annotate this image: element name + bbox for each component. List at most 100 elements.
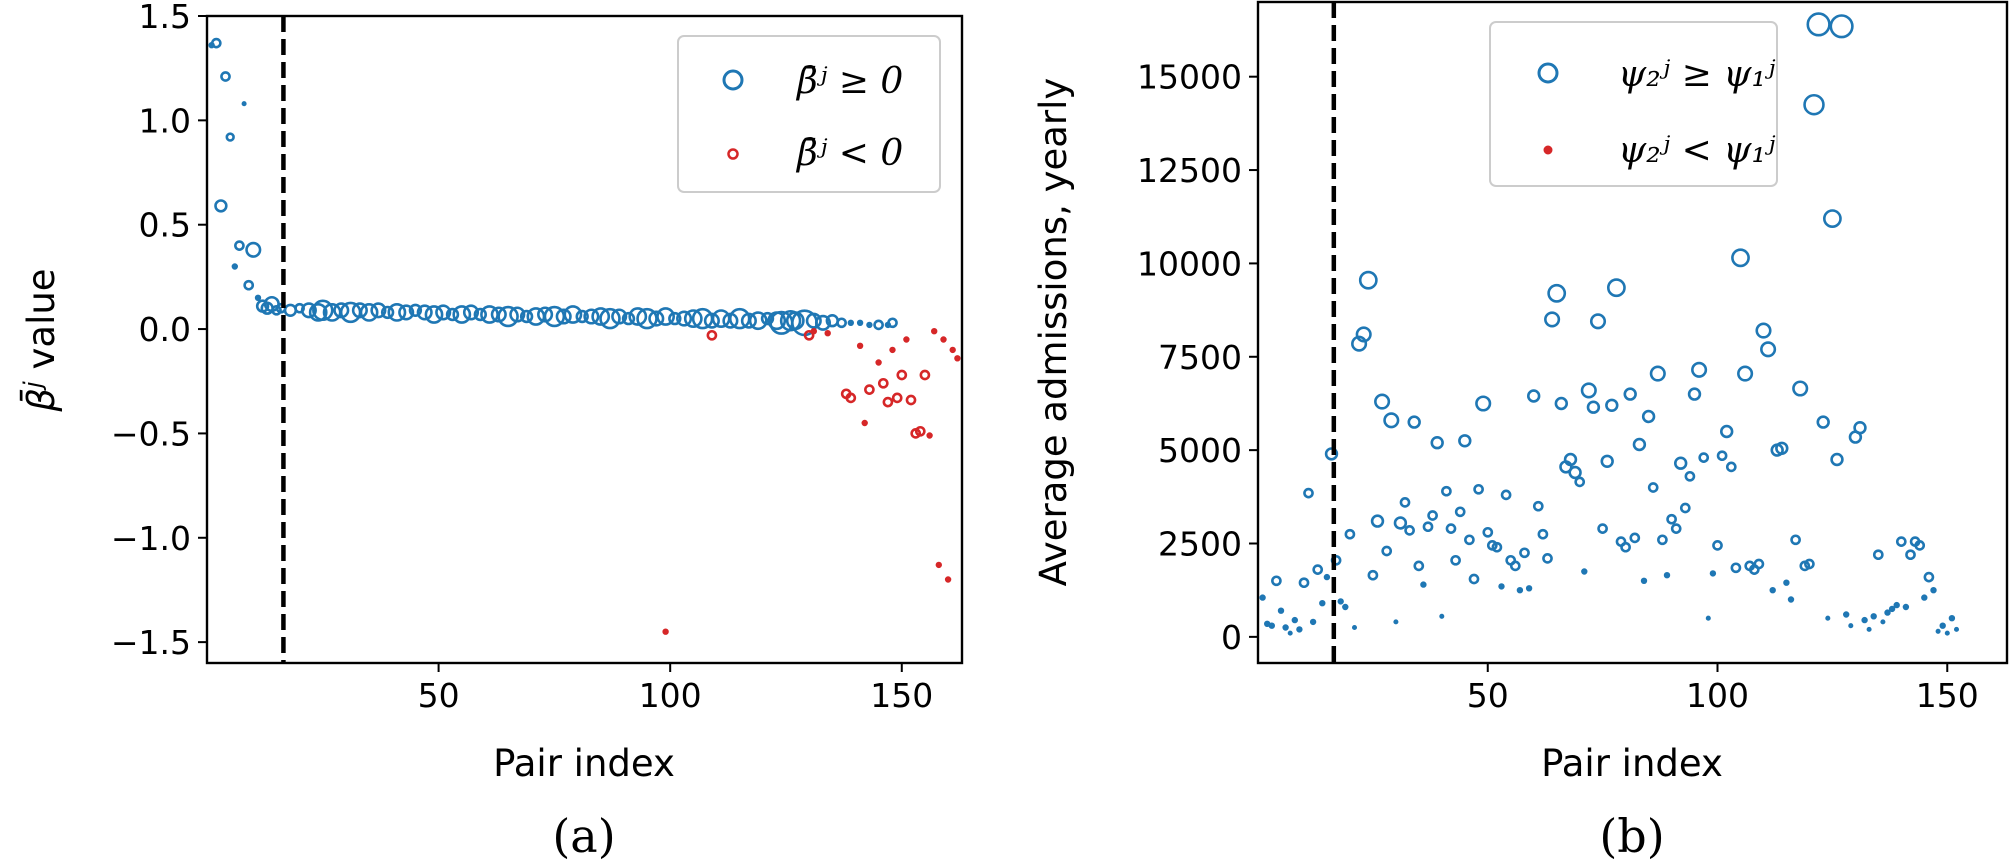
data-point (891, 392, 903, 404)
data-point (905, 394, 917, 406)
y-tick-label: 2500 (1158, 524, 1242, 563)
data-point (563, 305, 583, 324)
data-point (887, 317, 898, 329)
data-point (245, 241, 262, 258)
data-point (949, 346, 956, 354)
data-point (1830, 452, 1844, 467)
data-point (621, 311, 636, 326)
data-point (1953, 626, 1960, 632)
data-point (1475, 395, 1492, 412)
data-point (1441, 485, 1452, 497)
panel-a-legend-box (677, 35, 941, 193)
panel-b-legend-label-pos: ψ₂ʲ ≥ ψ₁ʲ (1618, 54, 1776, 95)
panel-a-points (208, 37, 961, 635)
data-point (1848, 623, 1854, 629)
data-point (1620, 541, 1631, 553)
data-point (1351, 335, 1368, 352)
data-point (847, 319, 854, 326)
data-point (1568, 465, 1582, 480)
data-point (1921, 594, 1928, 601)
data-point (1542, 553, 1553, 564)
panel-a-legend-marker-neg (727, 148, 739, 160)
data-point (1450, 554, 1461, 566)
data-point (1687, 387, 1702, 401)
x-tick-label: 150 (870, 676, 933, 715)
data-point (866, 321, 873, 329)
data-point (903, 336, 910, 343)
data-point (1905, 549, 1916, 561)
data-point (1825, 615, 1831, 621)
data-point (1829, 14, 1854, 39)
data-point (1861, 616, 1868, 624)
data-point (1607, 278, 1626, 298)
data-point (234, 240, 245, 251)
data-point (1872, 549, 1884, 561)
data-point (312, 299, 334, 322)
data-point (1287, 630, 1293, 636)
y-tick-label: 15000 (1137, 58, 1242, 97)
panel-b-legend-marker-pos (1537, 62, 1559, 84)
data-point (864, 384, 875, 395)
data-point (1923, 571, 1935, 583)
data-point (1439, 613, 1445, 619)
data-point (1574, 476, 1586, 488)
data-point (1649, 365, 1666, 382)
data-point (1632, 437, 1647, 452)
data-point (241, 101, 247, 107)
data-point (935, 561, 942, 569)
panel-b-legend-box (1489, 21, 1778, 187)
data-point (497, 305, 519, 328)
data-point (1902, 603, 1910, 611)
data-point (1312, 564, 1324, 575)
data-point (1866, 626, 1872, 632)
data-point (676, 310, 693, 327)
data-point (243, 279, 255, 291)
data-point (583, 308, 600, 325)
data-point (683, 309, 703, 329)
data-point (1319, 600, 1326, 607)
data-point (856, 319, 864, 326)
data-point (1407, 415, 1421, 429)
data-point (370, 302, 387, 319)
data-point (1893, 601, 1900, 609)
data-point (1930, 587, 1937, 594)
data-point (1413, 560, 1425, 572)
panel-a-y-axis-label: β̄j value (19, 268, 63, 412)
data-point (1282, 624, 1289, 631)
panel-a-ticks: 50 100 150 1.5 1.0 0.5 0.0 −0.5 −1.0 −1.5 (111, 0, 933, 715)
data-point (359, 302, 379, 322)
data-point (1291, 616, 1299, 624)
panel-a-x-axis-label: Pair index (493, 742, 675, 785)
data-point (1259, 594, 1266, 601)
data-point (873, 319, 884, 331)
panel-b-legend-label-neg: ψ₂ʲ < ψ₁ʲ (1618, 130, 1776, 171)
data-point (919, 369, 931, 381)
data-point (836, 317, 847, 329)
data-point (814, 314, 832, 331)
data-point (1537, 528, 1549, 540)
data-point (914, 425, 926, 437)
data-point (856, 342, 864, 349)
data-point (1753, 558, 1765, 570)
data-point (1914, 540, 1926, 551)
x-tick-label: 50 (1467, 676, 1509, 715)
data-point (1393, 516, 1408, 530)
data-point (1383, 412, 1400, 429)
data-point (875, 359, 882, 366)
data-point (668, 311, 682, 326)
data-point (944, 576, 952, 583)
data-point (220, 71, 231, 82)
data-point (1679, 502, 1691, 514)
data-point (1666, 513, 1677, 525)
panel-b-y-axis-label: Average admissions, yearly (1032, 78, 1075, 587)
data-point (509, 306, 526, 323)
data-point (1519, 547, 1530, 559)
data-point (1657, 534, 1668, 546)
data-point (896, 369, 908, 381)
data-point (380, 305, 395, 320)
y-tick-label: 1.5 (139, 0, 191, 36)
data-point (779, 309, 802, 332)
data-point (1597, 523, 1608, 534)
data-point (810, 328, 817, 335)
data-point (926, 432, 933, 439)
